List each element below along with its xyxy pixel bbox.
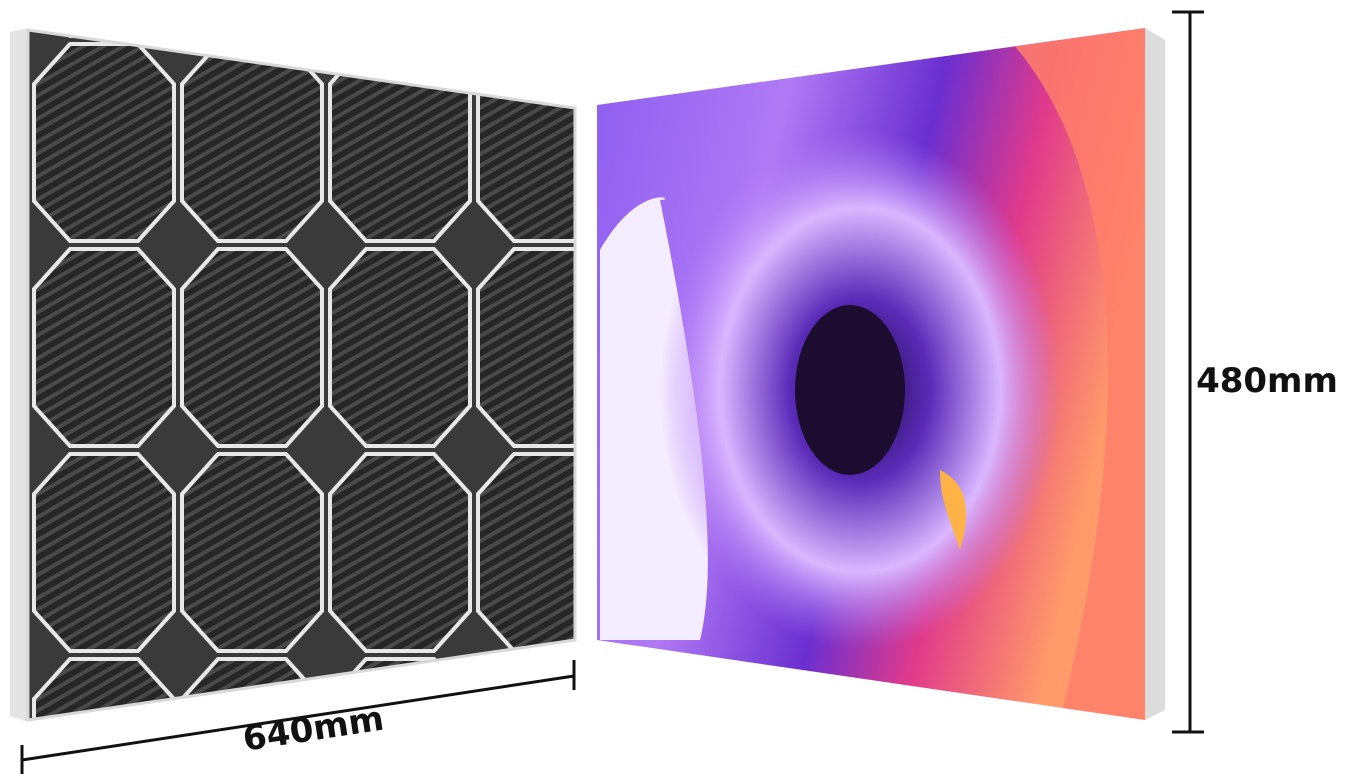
panel-frame (10, 28, 28, 722)
dimension-lines (20, 10, 1204, 774)
panel-back (28, 30, 575, 720)
panel-frame (1145, 28, 1165, 720)
width-label: 640mm (240, 699, 386, 760)
height-label: 480mm (1196, 361, 1338, 401)
panel-screen (597, 28, 1145, 720)
